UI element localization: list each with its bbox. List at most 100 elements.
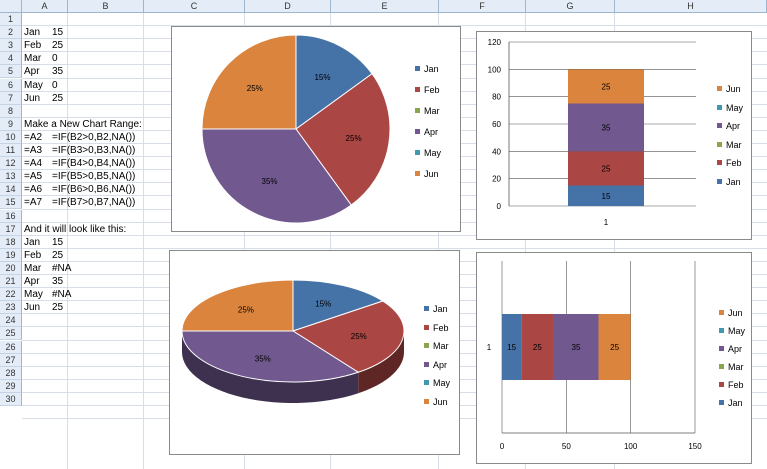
column-header-b[interactable]: B — [68, 0, 144, 13]
row-header-10[interactable]: 10 — [0, 130, 22, 144]
pie-slice-jan[interactable] — [295, 34, 373, 130]
cell-b22[interactable]: #NA — [52, 289, 72, 301]
cell-a13[interactable]: =A5 — [24, 171, 43, 183]
row-header-13[interactable]: 13 — [0, 170, 22, 184]
row-header-17[interactable]: 17 — [0, 222, 22, 236]
row-header-11[interactable]: 11 — [0, 144, 22, 157]
row-header-22[interactable]: 22 — [0, 288, 22, 302]
row-header-16[interactable]: 16 — [0, 209, 22, 223]
row-header-28[interactable]: 28 — [0, 366, 22, 380]
cell-a18[interactable]: Jan — [24, 236, 41, 248]
cell-a22[interactable]: May — [24, 289, 43, 301]
cell-a20[interactable]: Mar — [24, 262, 42, 274]
row-header-21[interactable]: 21 — [0, 275, 22, 288]
cell-a10[interactable]: =A2 — [24, 131, 43, 143]
bar-segment-jan[interactable] — [502, 314, 522, 380]
pie-chart[interactable]: 15% 25% 35% 25% Jan Feb Mar Apr May Jun — [171, 26, 461, 232]
cell-a12[interactable]: =A4 — [24, 158, 43, 170]
row-header-15[interactable]: 15 — [0, 196, 22, 210]
cell-b7[interactable]: 25 — [52, 92, 64, 104]
cell-b12[interactable]: =IF(B4>0,B4,NA()) — [52, 158, 136, 170]
bar-segment-feb[interactable] — [521, 314, 554, 380]
row-header-20[interactable]: 20 — [0, 261, 22, 275]
row-header-2[interactable]: 2 — [0, 26, 22, 40]
row-header-8[interactable]: 8 — [0, 104, 22, 118]
pie-3d-chart[interactable]: 15% 25% 35% 25% Jan Feb Mar Apr May Jun — [169, 250, 460, 455]
row-header-24[interactable]: 24 — [0, 314, 22, 328]
column-header-g[interactable]: G — [526, 0, 615, 13]
cell-b3[interactable]: 25 — [52, 40, 64, 52]
column-header-c[interactable]: C — [144, 0, 245, 13]
cell-b18[interactable]: 15 — [52, 236, 64, 248]
row-header-23[interactable]: 23 — [0, 301, 22, 315]
pie-slice-apr[interactable] — [201, 128, 352, 224]
row-header-3[interactable]: 3 — [0, 39, 22, 53]
cell-b15[interactable]: =IF(B7>0,B7,NA()) — [52, 197, 136, 209]
row-header-5[interactable]: 5 — [0, 65, 22, 79]
pie-slice-feb[interactable] — [295, 73, 391, 206]
cell-b20[interactable]: #NA — [52, 262, 72, 274]
cell-a3[interactable]: Feb — [24, 40, 42, 52]
row-header-27[interactable]: 27 — [0, 353, 22, 367]
cell-a7[interactable]: Jun — [24, 92, 41, 104]
cell-b2[interactable]: 15 — [52, 27, 64, 39]
row-header-26[interactable]: 26 — [0, 340, 22, 354]
cell-b23[interactable]: 25 — [52, 302, 64, 314]
row-header-12[interactable]: 12 — [0, 157, 22, 171]
gridline — [143, 13, 144, 469]
cell-b13[interactable]: =IF(B5>0,B5,NA()) — [52, 171, 136, 183]
row-header-4[interactable]: 4 — [0, 52, 22, 66]
cell-b4[interactable]: 0 — [52, 53, 58, 65]
pie-3d-slice-jan[interactable] — [292, 279, 384, 332]
cell-b19[interactable]: 25 — [52, 249, 64, 261]
bar-segment-apr[interactable] — [553, 314, 599, 380]
gridline — [614, 13, 615, 469]
cell-a2[interactable]: Jan — [24, 27, 41, 39]
cell-a23[interactable]: Jun — [24, 302, 41, 314]
cell-a19[interactable]: Feb — [24, 249, 42, 261]
column-header-d[interactable]: D — [245, 0, 331, 13]
cell-a5[interactable]: Apr — [24, 66, 40, 78]
row-header-25[interactable]: 25 — [0, 327, 22, 341]
stacked-column-chart[interactable]: 0 20 40 60 80 100 120 15 25 35 25 1 Jun May Apr Mar Feb… — [476, 31, 752, 240]
column-header-f[interactable]: F — [439, 0, 526, 13]
pie-3d-slice-apr[interactable] — [181, 330, 360, 383]
cell-a11[interactable]: =A3 — [24, 145, 43, 156]
bar-segment-apr[interactable] — [568, 103, 644, 152]
row-header-6[interactable]: 6 — [0, 78, 22, 92]
cell-b11[interactable]: =IF(B3>0,B3,NA()) — [52, 145, 136, 156]
row-header-18[interactable]: 18 — [0, 235, 22, 249]
bar-segment-jan[interactable] — [568, 185, 644, 207]
row-header-14[interactable]: 14 — [0, 183, 22, 197]
cell-a17[interactable]: And it will look like this: — [24, 223, 127, 235]
pie-slice-jun[interactable] — [201, 34, 297, 130]
cell-a4[interactable]: Mar — [24, 53, 42, 65]
cell-a6[interactable]: May — [24, 79, 43, 91]
row-header-19[interactable]: 19 — [0, 248, 22, 262]
bar-segment-jun[interactable] — [568, 69, 644, 104]
pie-3d-slice-feb[interactable] — [291, 300, 405, 373]
column-header-e[interactable]: E — [331, 0, 439, 13]
legend-label: May — [424, 148, 442, 158]
cell-a15[interactable]: =A7 — [24, 197, 43, 209]
cell-b14[interactable]: =IF(B6>0,B6,NA()) — [52, 184, 136, 196]
row-header-1[interactable]: 1 — [0, 13, 22, 26]
pie-3d-slice-jun[interactable] — [181, 279, 294, 332]
row-header-7[interactable]: 7 — [0, 91, 22, 105]
cell-b21[interactable]: 35 — [52, 276, 64, 287]
stacked-bar-chart[interactable]: 0 50 100 150 15 25 35 25 1 Jun May Apr Mar Feb Jan — [476, 252, 752, 464]
select-all-corner[interactable] — [0, 0, 22, 13]
bar-segment-jun[interactable] — [598, 314, 631, 380]
row-header-9[interactable]: 9 — [0, 117, 22, 131]
column-header-h[interactable]: H — [615, 0, 767, 13]
cell-a21[interactable]: Apr — [24, 276, 40, 287]
row-header-29[interactable]: 29 — [0, 379, 22, 393]
cell-b5[interactable]: 35 — [52, 66, 64, 78]
bar-segment-feb[interactable] — [568, 151, 644, 186]
row-header-30[interactable]: 30 — [0, 392, 22, 406]
cell-a14[interactable]: =A6 — [24, 184, 43, 196]
cell-a9[interactable]: Make a New Chart Range: — [24, 118, 142, 130]
cell-b10[interactable]: =IF(B2>0,B2,NA()) — [52, 131, 136, 143]
column-header-a[interactable]: A — [22, 0, 68, 13]
cell-b6[interactable]: 0 — [52, 79, 58, 91]
